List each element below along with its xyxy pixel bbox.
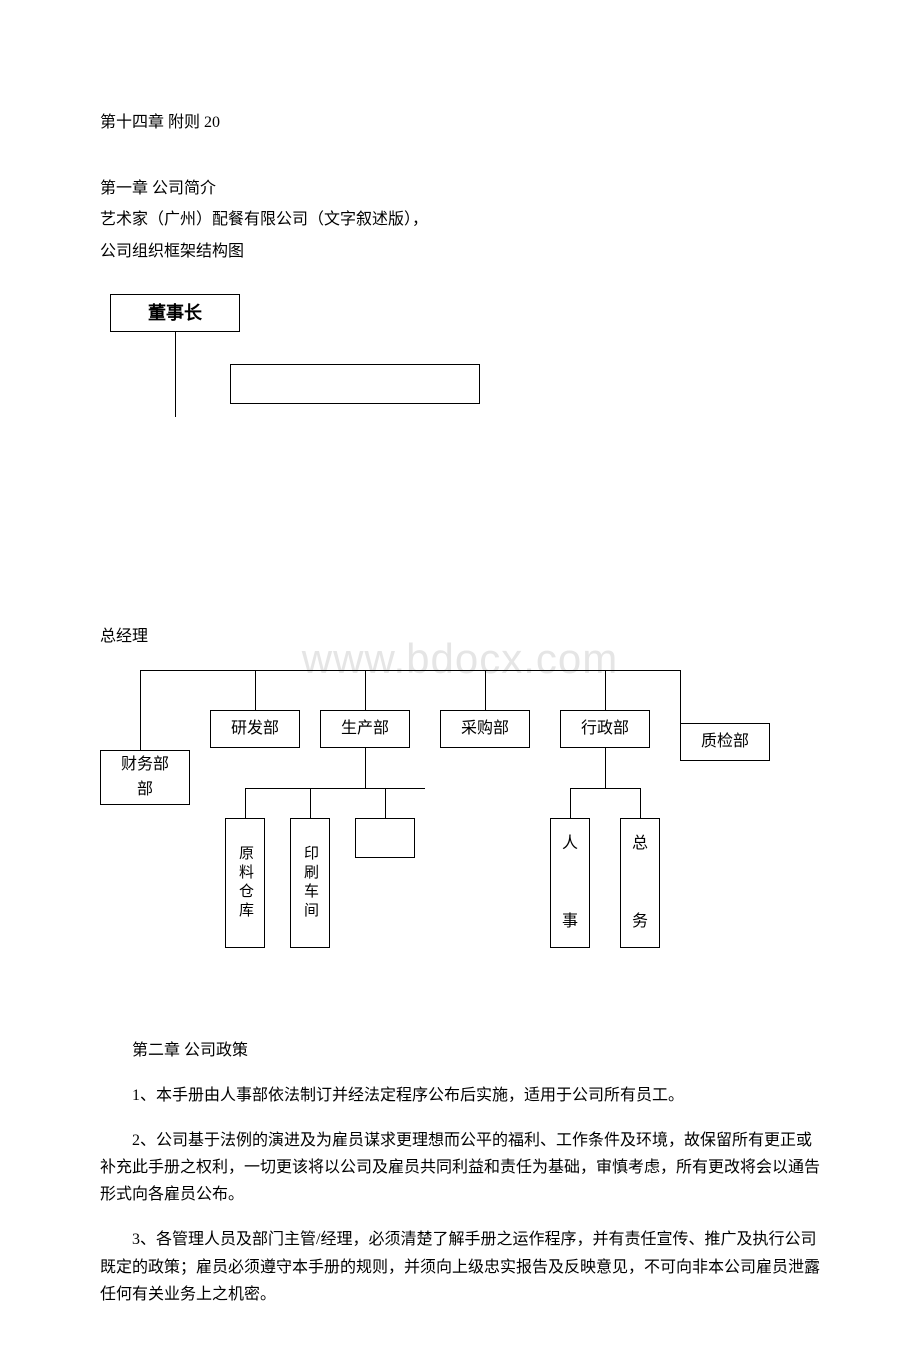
org-vline-2 — [255, 670, 256, 710]
company-name-line: 艺术家（广州）配餐有限公司（文字叙述版）， — [100, 207, 820, 233]
org-hline-main — [140, 670, 680, 671]
dept-finance-l1: 财务部 — [121, 752, 169, 778]
dept-finance-l2: 部 — [137, 777, 153, 803]
dept-qc-box: 质检部 — [680, 723, 770, 761]
policy-p1: 1、本手册由人事部依法制订并经法定程序公布后实施，适用于公司所有员工。 — [100, 1082, 820, 1109]
sub-gen-box: 总 务 — [620, 818, 660, 948]
sub-hr-l1: 人 — [562, 831, 578, 857]
gm-label: 总经理 — [100, 624, 820, 650]
sub-hr-l2: 事 — [562, 909, 578, 935]
prod-hline — [245, 788, 425, 789]
dept-admin-box: 行政部 — [560, 710, 650, 748]
chapter2-title: 第二章 公司政策 — [100, 1038, 820, 1064]
dept-rd-box: 研发部 — [210, 710, 300, 748]
org-vline-4 — [485, 670, 486, 710]
chapter2-section: 第二章 公司政策 1、本手册由人事部依法制订并经法定程序公布后实施，适用于公司所… — [100, 1038, 820, 1308]
org-vline-3 — [365, 670, 366, 710]
org-chart: 财务部 部 研发部 生产部 采购部 行政部 质检部 原料仓库 印刷车间 人 事 … — [100, 658, 820, 1008]
sub-empty-box — [355, 818, 415, 858]
dept-prod-box: 生产部 — [320, 710, 410, 748]
prod-vline-s2 — [310, 788, 311, 818]
org-vline-5 — [605, 670, 606, 710]
sub-print-box: 印刷车间 — [290, 818, 330, 948]
sub-warehouse-box: 原料仓库 — [225, 818, 265, 948]
empty-box-top — [230, 364, 480, 404]
chapter14-heading: 第十四章 附则 20 — [100, 110, 820, 136]
sub-hr-box: 人 事 — [550, 818, 590, 948]
policy-p3: 3、各管理人员及部门主管/经理，必须清楚了解手册之运作程序，并有责任宣传、推广及… — [100, 1226, 820, 1308]
dept-finance-box: 财务部 部 — [100, 750, 190, 805]
prod-vline-down — [365, 748, 366, 788]
prod-vline-s1 — [245, 788, 246, 818]
admin-vline-s1 — [570, 788, 571, 818]
prod-vline-s3 — [385, 788, 386, 818]
policy-p2: 2、公司基于法例的演进及为雇员谋求更理想而公平的福利、工作条件及环境，故保留所有… — [100, 1127, 820, 1209]
org-chart-label: 公司组织框架结构图 — [100, 239, 820, 265]
chairman-box: 董事长 — [110, 294, 240, 332]
dept-purchase-box: 采购部 — [440, 710, 530, 748]
admin-hline — [570, 788, 640, 789]
admin-vline-s2 — [640, 788, 641, 818]
org-top-section: 董事长 — [100, 294, 820, 474]
sub-gen-l2: 务 — [632, 909, 648, 935]
admin-vline-down — [605, 748, 606, 788]
org-vline-6 — [680, 670, 681, 723]
org-vline-1 — [140, 670, 141, 750]
sub-gen-l1: 总 — [632, 831, 648, 857]
chairman-connector — [175, 332, 176, 417]
chapter1-title: 第一章 公司简介 — [100, 176, 820, 202]
